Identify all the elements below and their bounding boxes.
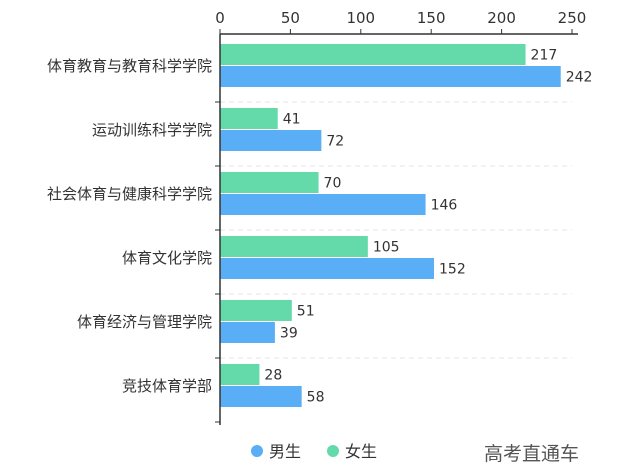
legend-marker — [251, 445, 263, 457]
x-tick-label: 150 — [417, 9, 446, 27]
legend-label: 男生 — [269, 442, 301, 461]
x-tick-label: 200 — [487, 9, 516, 27]
data-labels: 217 242 41 72 70 146 105 152 51 39 28 58 — [264, 48, 592, 406]
data-label: 105 — [373, 240, 400, 256]
legend: 男生 女生 — [251, 442, 377, 461]
data-label: 41 — [283, 112, 301, 128]
data-label: 70 — [324, 176, 342, 192]
category-label: 运动训练科学学院 — [92, 121, 212, 139]
x-tick-label: 100 — [346, 9, 375, 27]
category-label: 社会体育与健康科学学院 — [47, 185, 212, 203]
bar-female — [220, 364, 260, 385]
data-label: 28 — [264, 368, 282, 384]
category-label: 体育教育与教育科学学院 — [47, 57, 212, 75]
y-axis-categories: 体育教育与教育科学学院运动训练科学学院社会体育与健康科学学院体育文化学院体育经济… — [47, 57, 212, 395]
bar-male — [220, 130, 322, 151]
data-label: 152 — [439, 262, 466, 278]
bar-male — [220, 322, 275, 343]
x-tick-label: 50 — [281, 9, 300, 27]
data-label: 39 — [280, 326, 298, 342]
bars — [220, 44, 561, 407]
data-label: 146 — [431, 198, 458, 214]
legend-label: 女生 — [345, 442, 377, 461]
data-label: 51 — [297, 304, 315, 320]
bar-female — [220, 236, 368, 257]
data-label: 72 — [326, 134, 344, 150]
x-tick-label: 0 — [215, 9, 225, 27]
watermark-text: 高考直通车 — [484, 443, 579, 465]
data-label: 242 — [566, 70, 593, 86]
bar-female — [220, 44, 526, 65]
x-tick-label: 250 — [558, 9, 587, 27]
bar-male — [220, 66, 561, 87]
bar-male — [220, 194, 426, 215]
bar-male — [220, 386, 302, 407]
category-label: 竞技体育学部 — [122, 377, 212, 395]
grid-lines — [220, 101, 572, 359]
data-label: 217 — [531, 48, 558, 64]
x-axis: 0 50 100 150 200 250 — [215, 9, 586, 425]
bar-female — [220, 172, 319, 193]
bar-female — [220, 108, 278, 129]
category-label: 体育文化学院 — [122, 249, 212, 267]
bar-female — [220, 300, 292, 321]
bar-male — [220, 258, 435, 279]
data-label: 58 — [307, 390, 325, 406]
category-label: 体育经济与管理学院 — [77, 313, 212, 331]
legend-marker — [327, 445, 339, 457]
